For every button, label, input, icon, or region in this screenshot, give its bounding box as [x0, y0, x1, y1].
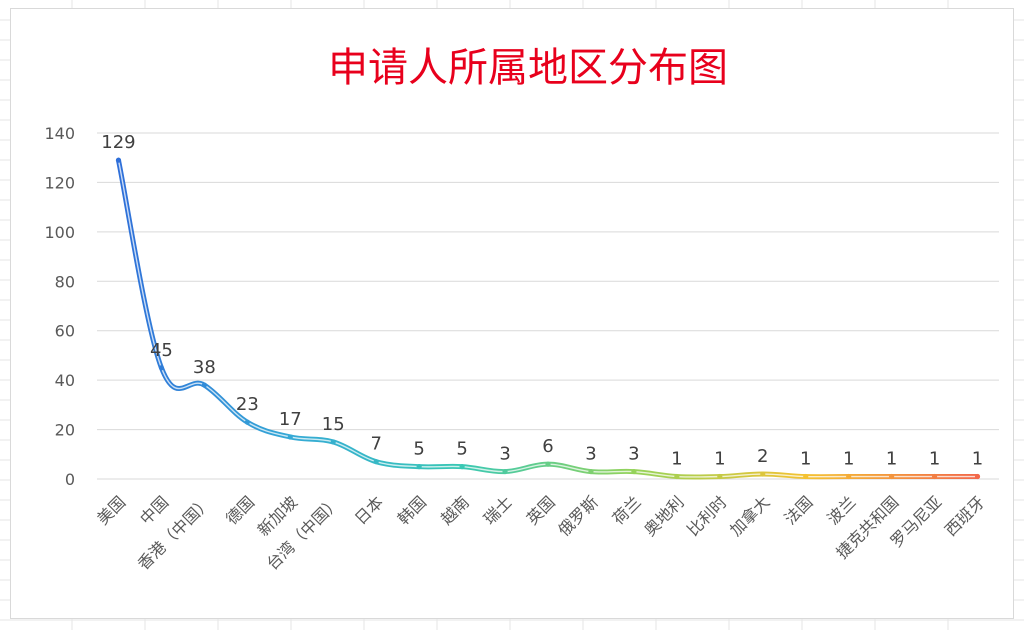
- data-label: 5: [413, 439, 424, 460]
- data-point[interactable]: [201, 382, 207, 388]
- data-label: 38: [193, 357, 216, 378]
- data-label: 1: [886, 449, 897, 470]
- x-tick-label: 奥地利: [640, 492, 687, 539]
- data-point[interactable]: [889, 473, 895, 480]
- data-label: 5: [456, 439, 467, 460]
- data-point[interactable]: [717, 473, 723, 480]
- data-label: 1: [671, 449, 682, 470]
- data-point[interactable]: [115, 157, 122, 163]
- x-tick-label: 波兰: [823, 492, 859, 528]
- data-point[interactable]: [931, 473, 938, 480]
- y-tick-label: 140: [44, 124, 75, 143]
- x-tick-label: 德国: [222, 492, 258, 528]
- data-label: 3: [628, 444, 639, 465]
- y-tick-label: 120: [44, 173, 75, 192]
- data-point[interactable]: [631, 468, 637, 475]
- data-point[interactable]: [502, 468, 508, 475]
- y-tick-label: 60: [55, 322, 75, 341]
- x-tick-label: 美国: [93, 492, 129, 528]
- data-label: 17: [279, 409, 302, 430]
- data-point[interactable]: [674, 473, 680, 480]
- x-tick-label: 韩国: [394, 492, 430, 528]
- data-label: 3: [499, 444, 510, 465]
- data-point[interactable]: [588, 468, 594, 475]
- x-tick-label: 比利时: [683, 492, 730, 539]
- y-tick-label: 100: [44, 223, 75, 242]
- x-tick-label: 日本: [351, 492, 387, 528]
- x-tick-label: 瑞士: [480, 492, 516, 528]
- x-tick-label: 越南: [437, 492, 473, 528]
- data-point[interactable]: [330, 439, 336, 445]
- x-tick-label: 荷兰: [609, 492, 645, 528]
- data-point[interactable]: [287, 434, 293, 440]
- data-label: 1: [929, 449, 940, 470]
- data-point[interactable]: [158, 365, 165, 371]
- x-tick-label: 法国: [780, 492, 816, 528]
- y-axis: 0 20 40 60 80 100 120 140: [44, 124, 75, 489]
- gridlines: [97, 132, 999, 480]
- data-point[interactable]: [974, 473, 981, 480]
- data-label: 23: [236, 394, 259, 415]
- data-point[interactable]: [846, 473, 852, 480]
- series-line-highlight: [117, 159, 979, 478]
- data-label: 3: [585, 444, 596, 465]
- x-tick-label: 中国: [136, 492, 172, 528]
- data-label: 1: [843, 449, 854, 470]
- data-label: 6: [542, 436, 553, 457]
- series-line: [115, 157, 981, 480]
- y-tick-label: 80: [55, 272, 75, 291]
- data-label: 1: [800, 449, 811, 470]
- x-tick-label: 英国: [523, 492, 559, 528]
- data-point[interactable]: [760, 471, 766, 477]
- data-label: 7: [370, 434, 381, 455]
- y-tick-label: 0: [65, 470, 75, 489]
- data-label: 1: [714, 449, 725, 470]
- data-label: 45: [150, 340, 173, 361]
- x-tick-label: 西班牙: [941, 492, 988, 539]
- data-point[interactable]: [244, 419, 250, 425]
- data-point[interactable]: [459, 464, 465, 470]
- data-labels: 129 45 38 23 17 15 7 5 5 3 6 3 3 1 1 2 1 1 1 1 1: [101, 132, 983, 469]
- y-tick-label: 40: [55, 371, 75, 390]
- chart-title: 申请人所属地区分布图: [328, 45, 728, 91]
- data-point[interactable]: [416, 464, 422, 470]
- data-label: 15: [322, 414, 345, 435]
- data-label: 2: [757, 446, 768, 467]
- data-point[interactable]: [373, 459, 379, 465]
- data-point[interactable]: [803, 473, 809, 480]
- chart-area[interactable]: 申请人所属地区分布图 0 20 40 60 80 100 120 140 129 45 38 23 1…: [10, 8, 1014, 619]
- data-label: 129: [101, 132, 135, 153]
- data-label: 1: [972, 449, 983, 470]
- x-tick-label: 俄罗斯: [554, 492, 601, 539]
- y-tick-label: 20: [55, 421, 75, 440]
- x-tick-label: 加拿大: [726, 492, 773, 539]
- data-point[interactable]: [545, 461, 551, 467]
